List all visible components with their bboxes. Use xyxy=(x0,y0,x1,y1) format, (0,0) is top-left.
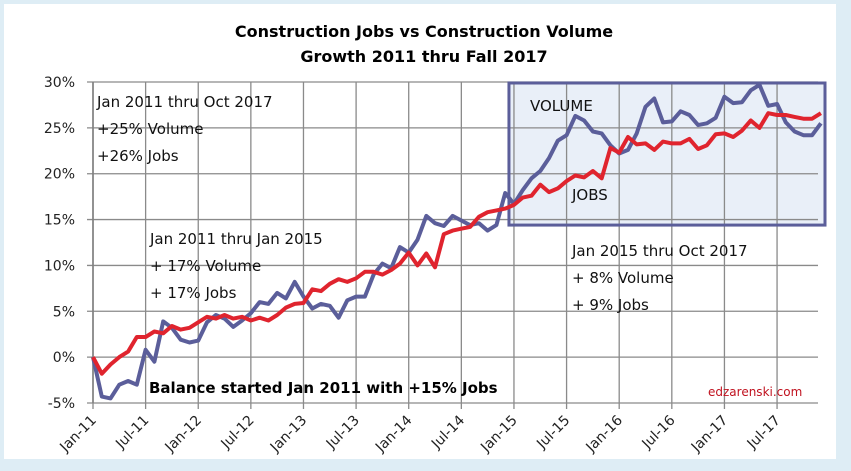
chart-frame: 30% 25% 20% 15% 10% 5% 0% -5% Jan-11 Jul-11 Jan-1… xyxy=(4,4,836,459)
x-tick-label: Jul-12 xyxy=(218,413,258,453)
x-tick-label: Jan-15 xyxy=(477,413,520,456)
watermark: edzarenski.com xyxy=(708,385,802,399)
x-axis-ticks: Jan-11 Jul-11 Jan-12 Jul-12 Jan-13 Jul-13 Jan-… xyxy=(56,412,784,456)
x-tick-label: Jul-15 xyxy=(533,413,573,453)
jobs-series-line xyxy=(91,111,822,376)
x-tick-label: Jul-16 xyxy=(639,412,679,452)
balance-note: Balance started Jan 2011 with +15% Jobs xyxy=(149,379,498,397)
x-tick-label: Jan-16 xyxy=(583,412,627,456)
annotation-total-period: Jan 2011 thru Oct 2017 xyxy=(96,93,273,111)
annotation-late-period: Jan 2015 thru Oct 2017 xyxy=(571,242,748,260)
volume-series-label: VOLUME xyxy=(530,97,593,115)
annotation-early-period: Jan 2011 thru Jan 2015 xyxy=(149,230,323,248)
y-tick-label: -5% xyxy=(48,396,75,412)
volume-series-line xyxy=(91,82,823,401)
x-tick-label: Jul-17 xyxy=(744,413,784,453)
y-axis-ticks: 30% 25% 20% 15% 10% 5% 0% -5% xyxy=(44,75,75,412)
annotation-late-jobs: + 9% Jobs xyxy=(572,296,649,314)
y-tick-label: 10% xyxy=(44,258,75,274)
y-tick-label: 15% xyxy=(44,213,75,229)
gridlines xyxy=(87,81,818,409)
x-tick-label: Jul-14 xyxy=(428,412,468,452)
y-tick-label: 30% xyxy=(44,75,75,91)
chart-subtitle: Growth 2011 thru Fall 2017 xyxy=(300,47,547,66)
x-tick-label: Jul-13 xyxy=(323,413,363,453)
annotation-late-volume: + 8% Volume xyxy=(572,269,674,287)
y-tick-label: 0% xyxy=(53,350,75,366)
chart-title: Construction Jobs vs Construction Volume xyxy=(235,22,613,41)
y-tick-label: 25% xyxy=(44,121,75,137)
x-tick-label: Jan-11 xyxy=(56,413,99,456)
x-tick-label: Jan-17 xyxy=(688,413,731,456)
x-tick-label: Jan-14 xyxy=(372,412,416,456)
x-tick-label: Jul-11 xyxy=(112,413,152,453)
annotation-early-volume: + 17% Volume xyxy=(150,257,261,275)
y-tick-label: 20% xyxy=(44,167,75,183)
annotation-early-jobs: + 17% Jobs xyxy=(150,284,237,302)
x-tick-label: Jan-12 xyxy=(162,413,205,456)
jobs-series-label: JOBS xyxy=(571,186,608,204)
x-tick-label: Jan-13 xyxy=(267,413,310,456)
annotation-total-jobs: +26% Jobs xyxy=(97,147,179,165)
annotation-total-volume: +25% Volume xyxy=(97,120,203,138)
highlight-box-border xyxy=(507,81,827,227)
y-tick-label: 5% xyxy=(53,304,75,320)
